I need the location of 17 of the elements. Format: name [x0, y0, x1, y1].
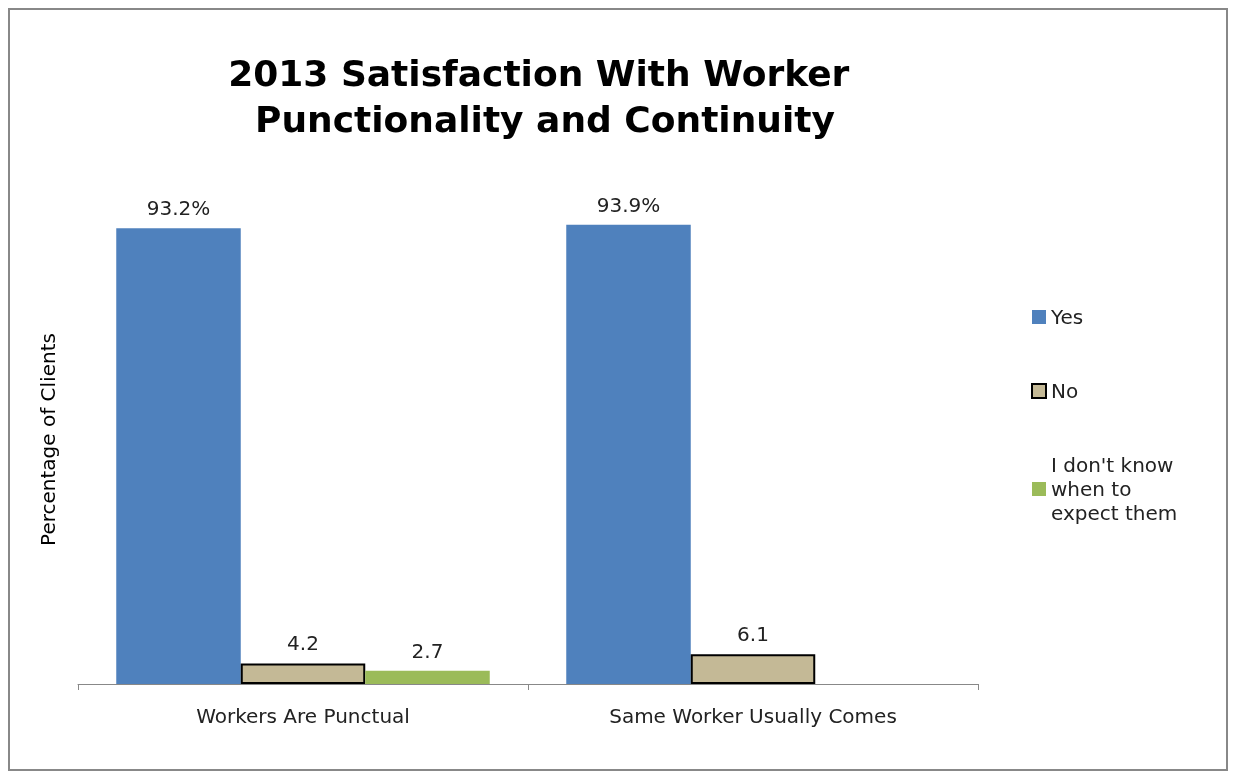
bar	[365, 670, 490, 684]
bar	[116, 228, 241, 684]
data-label: 6.1	[737, 622, 769, 647]
bar	[566, 224, 691, 684]
chart-title: 2013 Satisfaction With Worker Punctionality and Continuity	[228, 52, 862, 140]
bar	[690, 654, 816, 684]
data-label: 2.7	[411, 638, 444, 663]
legend-label: No	[1051, 379, 1079, 403]
legend-label: I don't know when to expect them	[1051, 453, 1180, 525]
x-tick-label: Workers Are Punctual	[196, 704, 410, 728]
legend-label: Yes	[1050, 305, 1084, 329]
bar	[240, 663, 366, 684]
data-label: 4.2	[287, 631, 319, 656]
y-axis-title: Percentage of Clients	[36, 333, 60, 546]
data-label: 93.2%	[146, 196, 211, 221]
x-tick-label: Same Worker Usually Comes	[609, 704, 897, 728]
data-label: 93.9%	[596, 192, 661, 217]
